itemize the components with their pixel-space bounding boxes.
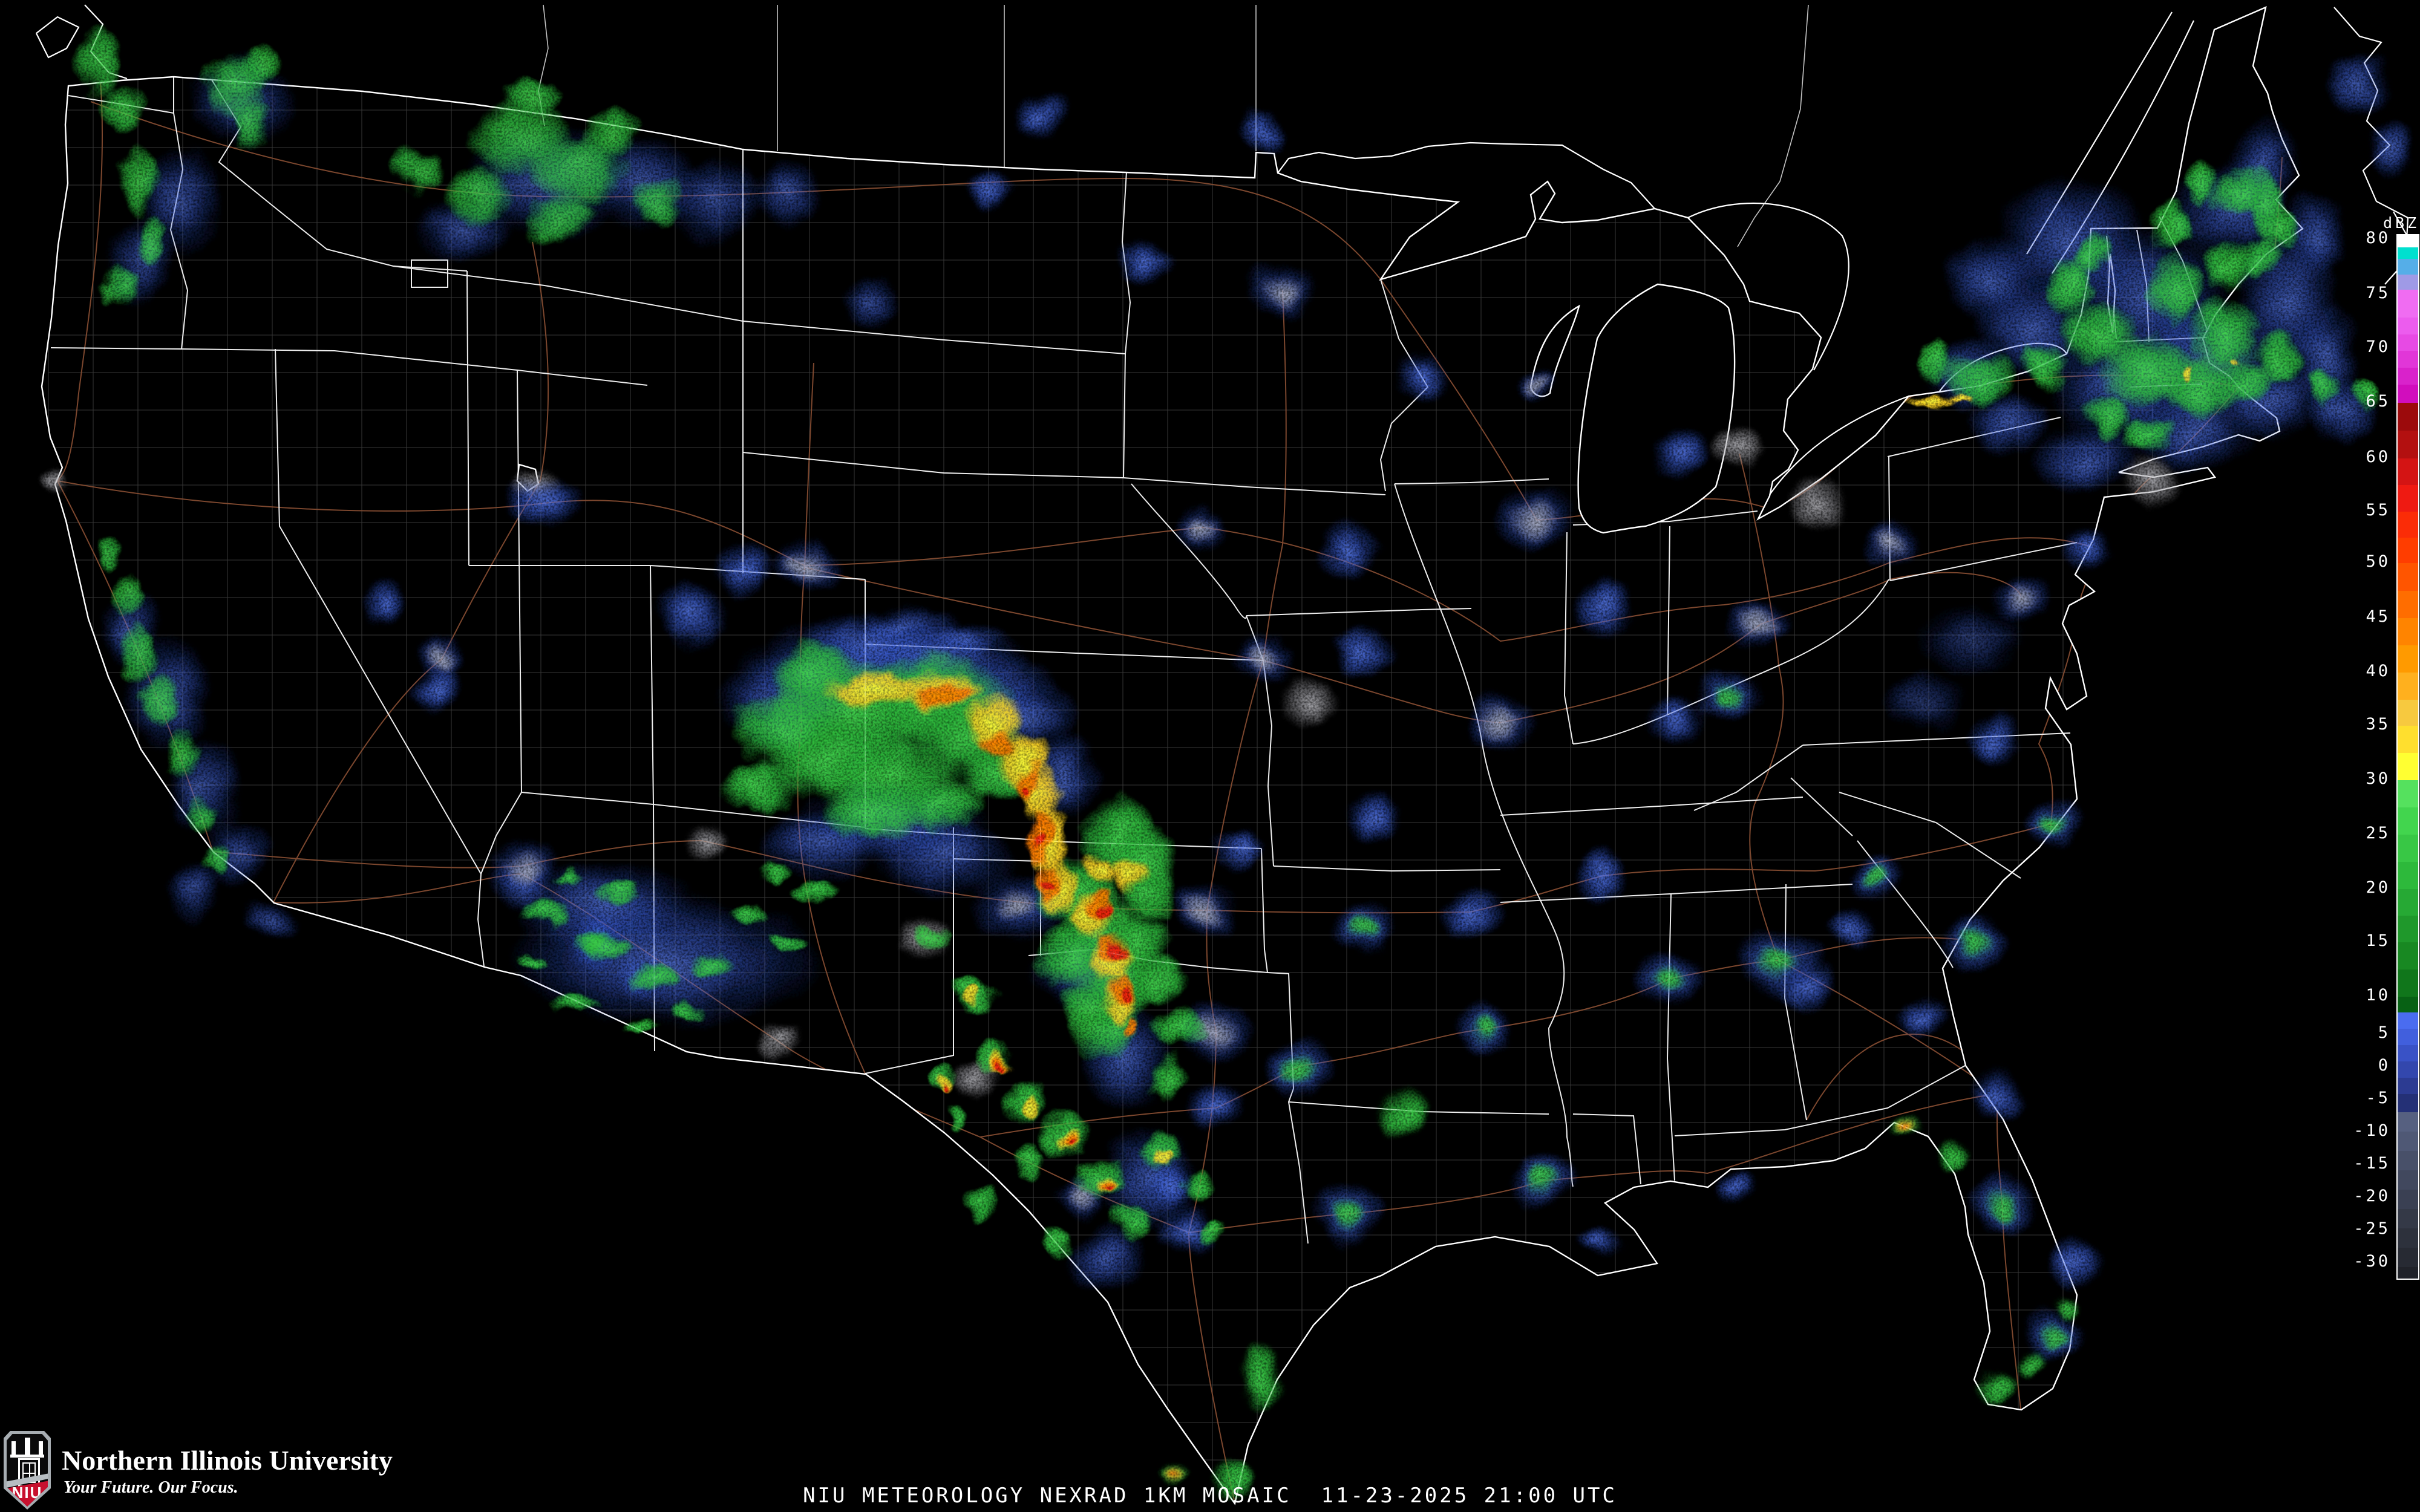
dbz-scale-segment xyxy=(2398,485,2418,512)
dbz-scale-label: -10 xyxy=(2336,1123,2390,1139)
dbz-scale-label: 20 xyxy=(2336,879,2390,896)
dbz-scale-segment xyxy=(2398,1267,2418,1279)
dbz-scale-label: -25 xyxy=(2336,1220,2390,1237)
dbz-scale-label: -15 xyxy=(2336,1155,2390,1171)
dbz-scale-segment xyxy=(2398,538,2418,563)
dbz-scale-segment xyxy=(2398,247,2418,259)
dbz-scale-label: 0 xyxy=(2336,1057,2390,1074)
dbz-scale-segment xyxy=(2398,275,2418,290)
dbz-scale-label: 5 xyxy=(2336,1025,2390,1041)
dbz-scale-segment xyxy=(2398,835,2418,862)
dbz-scale-segment xyxy=(2398,1045,2418,1061)
dbz-scale-segment xyxy=(2398,1151,2418,1170)
dbz-scale-label: 75 xyxy=(2336,285,2390,301)
dbz-scale-label: 45 xyxy=(2336,608,2390,625)
dbz-scale-segment xyxy=(2398,916,2418,942)
dbz-scale-label: 70 xyxy=(2336,339,2390,355)
dbz-scale-segment xyxy=(2398,618,2418,645)
castle-battlement-icon xyxy=(10,1455,44,1458)
dbz-scale-segment xyxy=(2398,368,2418,385)
dbz-scale-segment xyxy=(2398,997,2418,1012)
dbz-scale-segment xyxy=(2398,807,2418,835)
dbz-scale-label: 80 xyxy=(2336,230,2390,246)
dbz-scale-label: 25 xyxy=(2336,825,2390,841)
dbz-scale-segment xyxy=(2398,753,2418,780)
dbz-scale-segment xyxy=(2398,1078,2418,1094)
dbz-scale-segment xyxy=(2398,1094,2418,1112)
dbz-scale-segment xyxy=(2398,318,2418,334)
dbz-scale-label: -30 xyxy=(2336,1253,2390,1269)
dbz-scale-segment xyxy=(2398,969,2418,997)
dbz-scale-segment xyxy=(2398,1132,2418,1151)
dbz-scale-segment xyxy=(2398,259,2418,275)
dbz-scale-label: 65 xyxy=(2336,393,2390,409)
dbz-scale-segment xyxy=(2398,431,2418,458)
dbz-scale-segment xyxy=(2398,726,2418,753)
dbz-scale-segment xyxy=(2398,1029,2418,1045)
dbz-scale-segment xyxy=(2398,942,2418,969)
shield-niu-text: NIU xyxy=(7,1484,48,1502)
niu-logo: NIU Northern Illinois University Your Fu… xyxy=(4,1427,463,1512)
brand-org-name: Northern Illinois University xyxy=(62,1444,393,1476)
dbz-scale-label: 40 xyxy=(2336,663,2390,679)
dbz-scale-label: -5 xyxy=(2336,1090,2390,1106)
dbz-scale-segment xyxy=(2398,645,2418,673)
dbz-scale-segment xyxy=(2398,385,2418,403)
dbz-scale-segment xyxy=(2398,1170,2418,1190)
dbz-scale-label: 15 xyxy=(2336,933,2390,949)
dbz-scale-label: 30 xyxy=(2336,771,2390,787)
dbz-scale-segment xyxy=(2398,1112,2418,1132)
dbz-scale-segment xyxy=(2398,351,2418,368)
dbz-scale-segment xyxy=(2398,235,2418,247)
dbz-scale-label: 50 xyxy=(2336,553,2390,570)
brand-tagline: Your Future. Our Focus. xyxy=(64,1478,238,1497)
dbz-scale-segment xyxy=(2398,1190,2418,1209)
dbz-scale-segment xyxy=(2398,591,2418,618)
dbz-scale-label: 55 xyxy=(2336,502,2390,518)
dbz-scale-segment xyxy=(2398,862,2418,889)
dbz-scale-label: -20 xyxy=(2336,1188,2390,1204)
dbz-scale-label: 35 xyxy=(2336,716,2390,732)
dbz-scale-segment xyxy=(2398,1209,2418,1228)
dbz-scale-segment xyxy=(2398,512,2418,538)
dbz-scale-segment xyxy=(2398,1228,2418,1248)
dbz-scale-segment xyxy=(2398,1248,2418,1267)
dbz-scale-segment xyxy=(2398,1012,2418,1029)
dbz-scale-segment xyxy=(2398,700,2418,726)
dbz-scale-segment xyxy=(2398,458,2418,485)
dbz-colorbar xyxy=(2396,234,2419,1280)
dbz-scale-label: 10 xyxy=(2336,987,2390,1003)
dbz-scale-segment xyxy=(2398,1061,2418,1078)
dbz-scale-segment xyxy=(2398,403,2418,431)
niu-shield-icon: NIU xyxy=(4,1431,51,1510)
dbz-scale-segment xyxy=(2398,334,2418,351)
dbz-scale-segment xyxy=(2398,673,2418,700)
radar-map-canvas xyxy=(0,0,2420,1512)
dbz-scale-segment xyxy=(2398,563,2418,591)
dbz-scale-segment xyxy=(2398,889,2418,916)
mosaic-caption: NIU METEOROLOGY NEXRAD 1KM MOSAIC 11-23-… xyxy=(803,1484,1617,1508)
dbz-scale-segment xyxy=(2398,290,2418,318)
dbz-scale-label: 60 xyxy=(2336,449,2390,465)
dbz-scale-segment xyxy=(2398,780,2418,807)
